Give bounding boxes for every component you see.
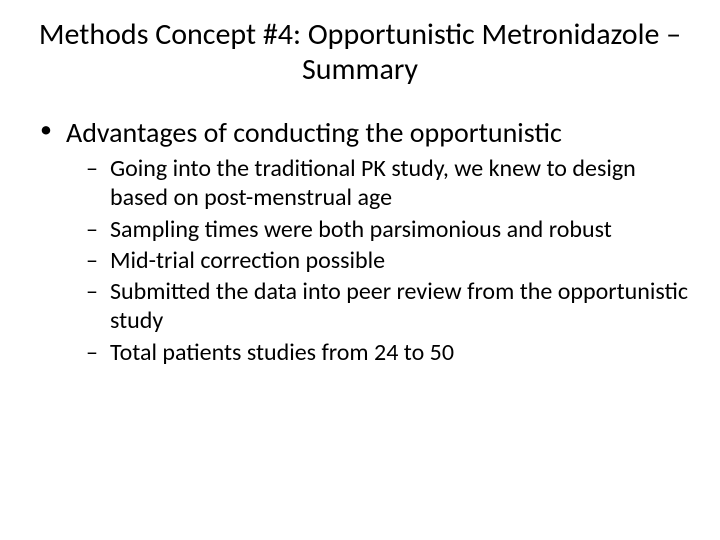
list-item: Mid-trial correction possible: [86, 246, 690, 275]
bullet-text: Going into the traditional PK study, we …: [110, 154, 636, 212]
list-item: Advantages of conducting the opportunist…: [38, 115, 690, 367]
bullet-list-level2: Going into the traditional PK study, we …: [86, 154, 690, 367]
slide: Methods Concept #4: Opportunistic Metron…: [0, 0, 720, 540]
bullet-text: Mid-trial correction possible: [110, 246, 385, 275]
bullet-text: Sampling times were both parsimonious an…: [110, 215, 612, 244]
list-item: Total patients studies from 24 to 50: [86, 338, 690, 367]
list-item: Submitted the data into peer review from…: [86, 277, 690, 336]
slide-title: Methods Concept #4: Opportunistic Metron…: [30, 18, 690, 87]
bullet-text: Submitted the data into peer review from…: [110, 277, 688, 335]
bullet-list-level1: Advantages of conducting the opportunist…: [38, 115, 690, 367]
list-item: Going into the traditional PK study, we …: [86, 154, 690, 213]
bullet-text: Total patients studies from 24 to 50: [110, 338, 454, 367]
bullet-text: Advantages of conducting the opportunist…: [66, 115, 562, 150]
list-item: Sampling times were both parsimonious an…: [86, 215, 690, 244]
